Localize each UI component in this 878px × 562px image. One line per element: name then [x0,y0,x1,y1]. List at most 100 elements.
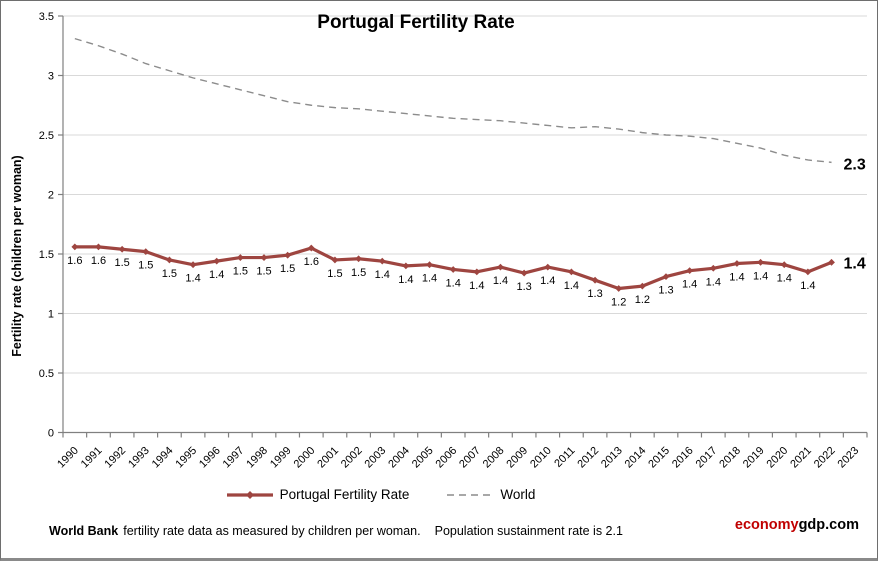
svg-text:2002: 2002 [339,445,365,471]
footnote-note: Population sustainment rate is 2.1 [434,524,623,538]
end-labels: 1.4 2.3 [844,156,866,272]
footnote-text: fertility rate data as measured by child… [123,524,421,538]
svg-text:1994: 1994 [150,445,176,471]
svg-text:1.4: 1.4 [446,277,461,289]
chart-title: Portugal Fertility Rate [317,12,515,33]
axes [58,15,868,438]
svg-text:1997: 1997 [221,445,247,471]
svg-text:2008: 2008 [481,445,507,471]
svg-text:1996: 1996 [197,445,223,471]
svg-text:2013: 2013 [599,445,625,471]
world-series [74,37,832,164]
svg-text:2015: 2015 [646,445,672,471]
svg-text:1.4: 1.4 [729,272,744,284]
svg-text:1.5: 1.5 [256,266,271,278]
svg-text:2003: 2003 [363,445,389,471]
svg-text:1.6: 1.6 [67,255,82,267]
legend: Portugal Fertility Rate World [1,487,761,502]
svg-text:1.4: 1.4 [540,275,555,287]
svg-text:2.3: 2.3 [844,156,866,173]
svg-text:2009: 2009 [504,445,530,471]
svg-text:1.4: 1.4 [706,276,721,288]
svg-text:2.5: 2.5 [39,130,54,142]
svg-text:1.2: 1.2 [611,297,626,309]
svg-text:0.5: 0.5 [39,368,54,380]
point-labels: 1.6 1.6 1.5 1.5 1.5 1.4 1.4 1.5 1.5 1.5 1.6 1.5 1.5 1… [67,255,815,309]
svg-text:1.5: 1.5 [162,268,177,280]
svg-text:1992: 1992 [102,445,128,471]
svg-text:1.5: 1.5 [280,263,295,275]
footnote-source: World Bank [49,524,119,538]
svg-text:2019: 2019 [741,445,767,471]
site-logo: economygdp.com [735,517,859,533]
svg-text:1.4: 1.4 [209,269,224,281]
svg-text:1.4: 1.4 [469,280,484,292]
svg-text:2005: 2005 [410,445,436,471]
svg-text:2021: 2021 [788,445,814,471]
svg-text:1.5: 1.5 [327,268,342,280]
svg-text:2011: 2011 [552,445,577,470]
svg-text:1.4: 1.4 [493,275,508,287]
svg-text:1.3: 1.3 [658,285,673,297]
y-axis-title: Fertility rate (children per woman) [10,155,24,357]
svg-text:1.3: 1.3 [516,281,531,293]
svg-text:1: 1 [48,309,54,321]
svg-text:1.6: 1.6 [304,256,319,268]
site-logo-black: gdp.com [798,517,859,533]
svg-text:2: 2 [48,190,54,202]
svg-text:1.4: 1.4 [185,273,200,285]
svg-text:2020: 2020 [765,445,791,471]
svg-text:1.3: 1.3 [587,288,602,300]
svg-text:1990: 1990 [55,445,81,471]
portugal-line-sample-icon [226,490,273,499]
svg-text:1.4: 1.4 [777,273,792,285]
svg-text:1.4: 1.4 [422,273,437,285]
svg-text:1.5: 1.5 [233,266,248,278]
legend-item-portugal: Portugal Fertility Rate [226,487,410,502]
svg-text:1.4: 1.4 [844,255,866,272]
svg-text:2017: 2017 [694,445,720,471]
svg-text:1999: 1999 [268,445,294,471]
svg-text:1.4: 1.4 [398,274,413,286]
svg-text:1991: 1991 [79,445,105,471]
legend-item-world: World [447,487,535,502]
svg-text:3.5: 3.5 [39,11,54,23]
svg-text:1.6: 1.6 [91,255,106,267]
world-line-sample-icon [447,493,494,496]
legend-label-world: World [500,487,536,502]
svg-text:1.5: 1.5 [114,257,129,269]
portugal-series [71,243,835,292]
svg-text:3: 3 [48,71,54,83]
svg-text:2000: 2000 [292,445,318,471]
footnote: World Bank fertility rate data as measure… [49,524,623,538]
svg-text:2007: 2007 [457,445,483,471]
svg-text:1.4: 1.4 [375,269,390,281]
svg-text:2004: 2004 [386,445,412,471]
svg-text:1993: 1993 [126,445,152,471]
svg-text:1.5: 1.5 [39,249,54,261]
svg-text:1.4: 1.4 [682,279,697,291]
svg-text:2023: 2023 [835,445,861,471]
site-logo-red: economy [734,517,799,533]
svg-text:2022: 2022 [812,445,838,471]
svg-text:2012: 2012 [575,445,601,471]
svg-text:2016: 2016 [670,445,696,471]
tick-labels: 0 0.5 1 1.5 2 2.5 3 3.5 199019911992199319941995… [39,11,862,470]
svg-text:2006: 2006 [433,445,459,471]
svg-text:1.2: 1.2 [635,294,650,306]
svg-text:1995: 1995 [173,445,199,471]
svg-text:2018: 2018 [717,445,743,471]
svg-text:1.5: 1.5 [138,260,153,272]
gridlines [63,15,867,374]
svg-text:1.5: 1.5 [351,267,366,279]
svg-text:1.4: 1.4 [800,280,815,292]
svg-text:1.4: 1.4 [564,280,579,292]
legend-label-portugal: Portugal Fertility Rate [279,487,410,502]
svg-text:1998: 1998 [244,445,270,471]
svg-text:1.4: 1.4 [753,270,768,282]
svg-text:2010: 2010 [528,445,554,471]
svg-text:2001: 2001 [315,445,341,471]
svg-text:0: 0 [48,428,54,440]
